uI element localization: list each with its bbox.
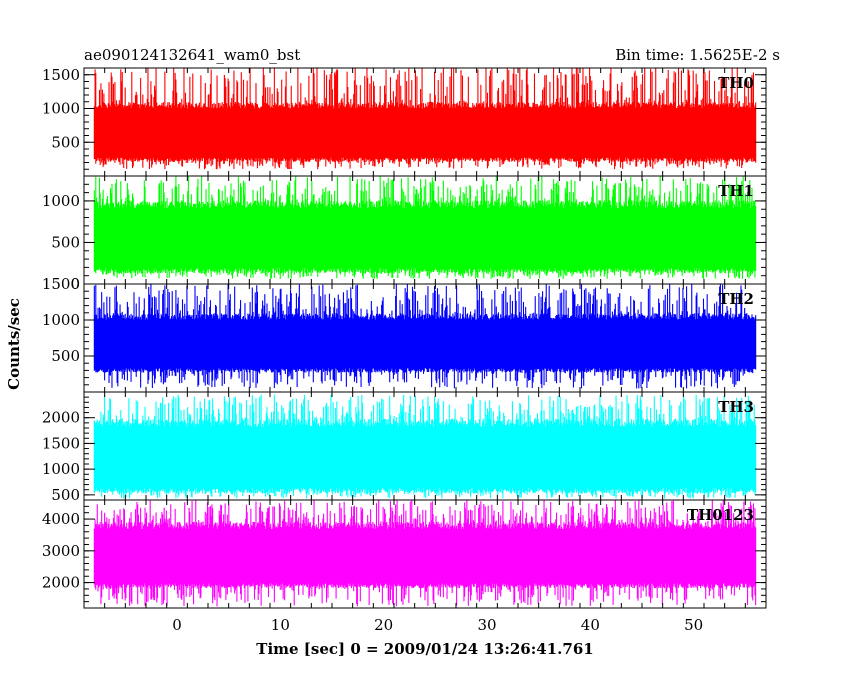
panel-th3: 500 1000 1500 2000 TH3: [42, 391, 767, 504]
x-tick-label: 20: [374, 616, 393, 634]
series-core-th1: [94, 209, 756, 266]
series-core-th0: [94, 109, 756, 156]
panel-label: TH2: [718, 290, 754, 308]
panel-th2: 500 1000 1500 TH2: [42, 275, 767, 393]
y-tick-label: 0: [70, 275, 80, 293]
y-tick-label: 1000: [42, 311, 80, 329]
y-tick-label: 1000: [42, 100, 80, 118]
chart-title-left: ae090124132641_wam0_bst: [84, 46, 300, 64]
x-tick-label: 50: [684, 616, 703, 634]
x-axis: 0 10 20 30 40 50: [172, 616, 703, 634]
x-axis-label: Time [sec] 0 = 2009/01/24 13:26:41.761: [256, 640, 593, 658]
y-tick-label: 1000: [42, 192, 80, 210]
x-tick-label: 40: [581, 616, 600, 634]
y-tick-label: 1500: [42, 434, 80, 452]
y-tick-label: 1000: [42, 460, 80, 478]
x-tick-label: 30: [477, 616, 496, 634]
panel-th0123: 2000 3000 4000 TH0123: [42, 499, 767, 609]
panel-th1: 0 500 1000 TH1: [42, 175, 767, 293]
series-core-th2: [94, 320, 756, 367]
y-tick-label: 4000: [42, 510, 80, 528]
panel-th0: 500 1000 1500 TH0: [42, 66, 767, 177]
y-tick-label: 3000: [42, 542, 80, 560]
y-tick-label: 2000: [42, 409, 80, 427]
y-tick-label: 1500: [42, 66, 80, 84]
y-tick-label: 500: [51, 486, 80, 504]
panel-frame: [83, 499, 767, 609]
series-core-th3: [94, 428, 756, 486]
panel-label: TH0: [718, 74, 754, 92]
panel-label: TH0123: [687, 506, 754, 524]
x-tick-label: 10: [271, 616, 290, 634]
series-core-th0123: [94, 530, 756, 581]
y-tick-label: 500: [51, 133, 80, 151]
panel-label: TH1: [718, 182, 754, 200]
x-tick-label: 0: [172, 616, 182, 634]
panel-label: TH3: [718, 398, 754, 416]
y-axis-label: Counts/sec: [5, 298, 23, 390]
y-tick-label: 2000: [42, 574, 80, 592]
y-tick-label: 500: [51, 233, 80, 251]
y-tick-label: 500: [51, 347, 80, 365]
chart-title-right: Bin time: 1.5625E-2 s: [615, 46, 780, 64]
y-tick-label: 1500: [42, 275, 80, 293]
